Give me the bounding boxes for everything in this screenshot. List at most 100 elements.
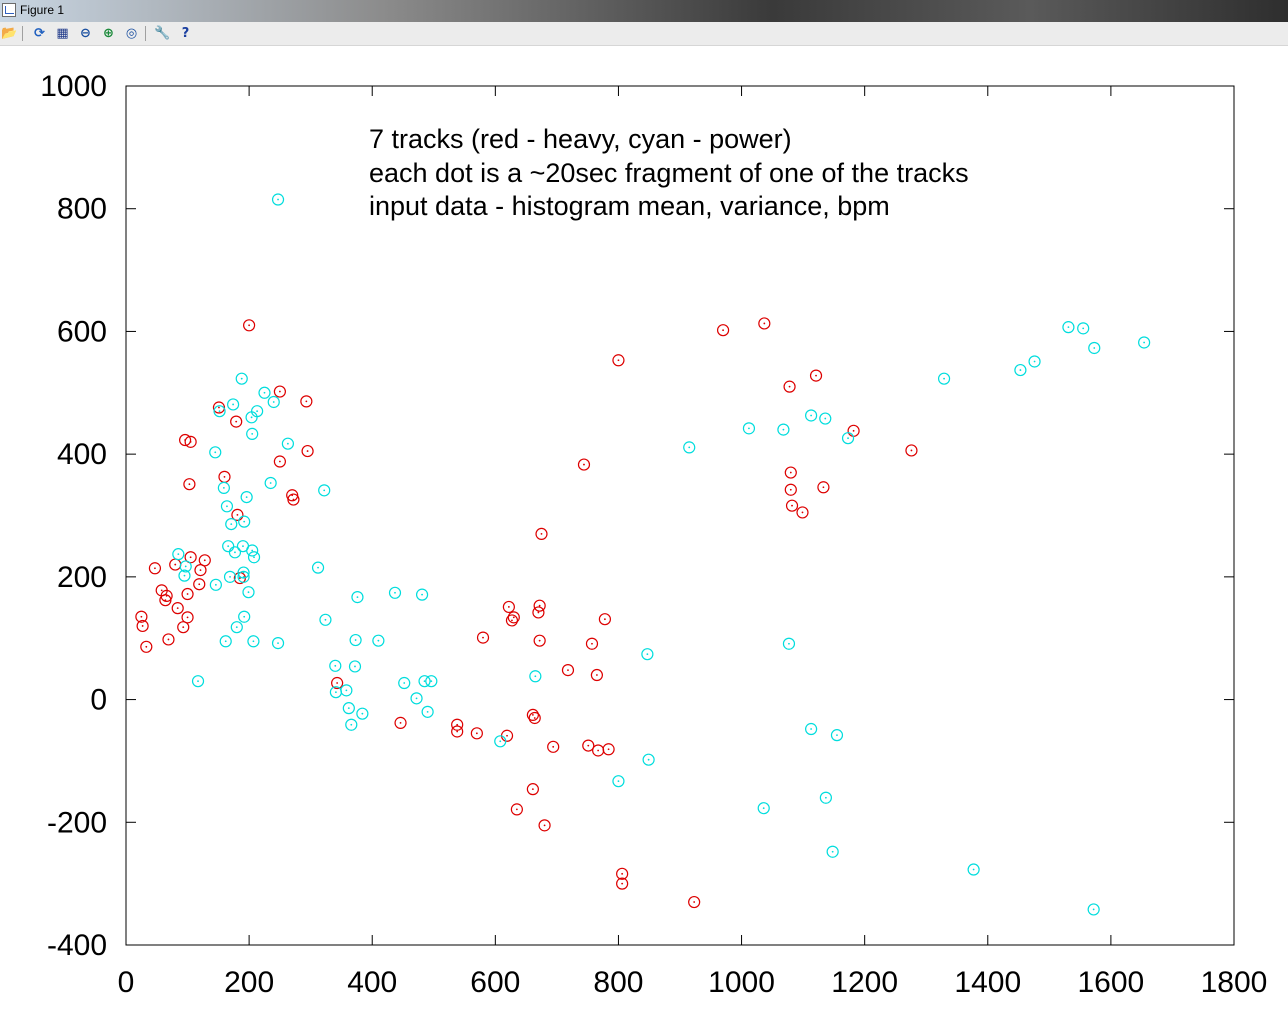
- data-point: [237, 566, 250, 579]
- data-point: [1138, 336, 1151, 349]
- data-point: [830, 729, 844, 742]
- data-point: [243, 319, 256, 332]
- data-point: [592, 744, 605, 757]
- data-point: [231, 508, 244, 521]
- data-point: [169, 558, 182, 571]
- data-point: [193, 578, 206, 591]
- data-point: [223, 570, 237, 583]
- data-point: [796, 506, 809, 519]
- x-tick-label: 1600: [1078, 966, 1145, 999]
- data-point: [271, 193, 285, 206]
- open-folder-icon[interactable]: 📂: [1, 26, 18, 41]
- data-point: [281, 437, 294, 450]
- data-point: [1077, 322, 1090, 335]
- grid-icon[interactable]: ▦: [56, 26, 69, 41]
- data-point: [300, 395, 313, 408]
- data-point: [372, 634, 385, 647]
- data-point: [301, 444, 314, 458]
- axis-ticks: 0 200 400 600 800 1000 1200 1400 1600 1800 -400 -20…: [40, 70, 1267, 999]
- data-point: [590, 668, 604, 682]
- data-point: [329, 659, 342, 672]
- x-tick-label: 1800: [1201, 966, 1268, 999]
- data-point: [198, 554, 211, 567]
- data-point: [230, 415, 243, 428]
- data-point: [805, 722, 818, 736]
- data-point: [287, 493, 300, 506]
- window-titlebar: Figure 1: [0, 0, 1288, 22]
- data-point: [1062, 321, 1075, 334]
- data-point: [135, 610, 148, 623]
- data-point: [757, 802, 770, 815]
- figure-window-icon: [2, 3, 16, 17]
- data-point: [602, 743, 615, 756]
- figure-toolbar: 📂 ⟳ ▦ ⊖ ⊕ ◎ 🔧 ?: [0, 22, 1288, 46]
- data-point: [819, 412, 832, 425]
- x-tick-label: 0: [118, 966, 135, 999]
- data-point: [805, 409, 818, 422]
- data-point: [251, 405, 264, 418]
- series-1: [172, 193, 1151, 916]
- data-point: [642, 753, 655, 766]
- y-tick-label: 0: [90, 684, 107, 717]
- data-point: [561, 664, 575, 677]
- data-point: [246, 544, 259, 557]
- data-point: [136, 619, 149, 633]
- data-series: [135, 193, 1151, 916]
- y-tick-label: 800: [57, 193, 107, 226]
- data-point: [502, 600, 515, 614]
- data-point: [716, 324, 730, 337]
- plot-frame: [125, 85, 1235, 946]
- data-point: [410, 692, 423, 705]
- data-point: [220, 500, 234, 513]
- data-point: [311, 561, 325, 574]
- data-point: [319, 613, 332, 626]
- data-point: [547, 740, 560, 753]
- data-point: [476, 631, 490, 644]
- data-point: [181, 611, 194, 624]
- data-point: [1087, 903, 1100, 916]
- data-point: [209, 446, 222, 459]
- data-point: [507, 611, 520, 624]
- rotate-icon[interactable]: ⟳: [34, 26, 45, 41]
- y-tick-label: 1000: [40, 70, 107, 103]
- data-point: [345, 718, 358, 731]
- data-point: [421, 705, 434, 718]
- data-point: [742, 422, 756, 435]
- data-point: [582, 739, 595, 752]
- x-tick-label: 800: [593, 966, 643, 999]
- data-point: [172, 548, 185, 561]
- data-point: [140, 640, 153, 653]
- data-point: [841, 432, 855, 445]
- series-0: [135, 317, 918, 909]
- zoom-out-icon[interactable]: ⊖: [80, 26, 91, 41]
- data-point: [242, 586, 255, 599]
- data-point: [331, 676, 344, 690]
- y-tick-label: 200: [57, 561, 107, 594]
- scatter-plot: 0 200 400 600 800 1000 1200 1400 1600 1800 -400 -20…: [40, 70, 1267, 999]
- data-point: [817, 481, 830, 494]
- data-point: [235, 372, 248, 385]
- data-point: [451, 725, 464, 738]
- data-point: [585, 637, 599, 650]
- zoom-fit-icon[interactable]: ◎: [125, 26, 138, 41]
- data-point: [616, 867, 629, 880]
- data-point: [351, 591, 364, 604]
- annotation-line-2: each dot is a ~20sec fragment of one of …: [369, 158, 969, 188]
- data-point: [415, 588, 429, 601]
- data-point: [616, 877, 629, 890]
- zoom-in-icon[interactable]: ⊕: [103, 26, 114, 41]
- data-point: [237, 570, 250, 583]
- data-point: [538, 819, 551, 832]
- data-point: [340, 684, 353, 697]
- data-point: [148, 562, 162, 575]
- data-point: [258, 386, 271, 399]
- settings-wrench-icon[interactable]: 🔧: [154, 26, 171, 41]
- y-tick-label: 400: [57, 438, 107, 471]
- data-point: [162, 633, 175, 646]
- data-point: [213, 405, 226, 418]
- data-point: [349, 633, 362, 647]
- annotation-line-3: input data - histogram mean, variance, b…: [369, 191, 890, 221]
- data-point: [535, 527, 548, 541]
- help-icon[interactable]: ?: [181, 26, 190, 41]
- data-point: [264, 476, 277, 490]
